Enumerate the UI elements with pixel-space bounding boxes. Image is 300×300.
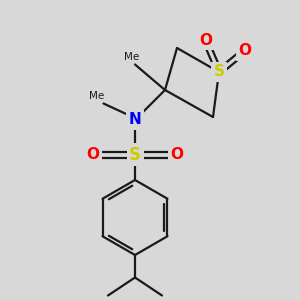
Text: O: O: [86, 147, 100, 162]
Text: Me: Me: [124, 52, 140, 62]
Text: O: O: [170, 147, 184, 162]
Text: S: S: [129, 146, 141, 164]
Text: O: O: [238, 44, 251, 59]
Text: S: S: [214, 64, 224, 80]
Text: N: N: [129, 112, 141, 128]
Text: O: O: [199, 33, 212, 48]
Text: Me: Me: [89, 91, 104, 101]
